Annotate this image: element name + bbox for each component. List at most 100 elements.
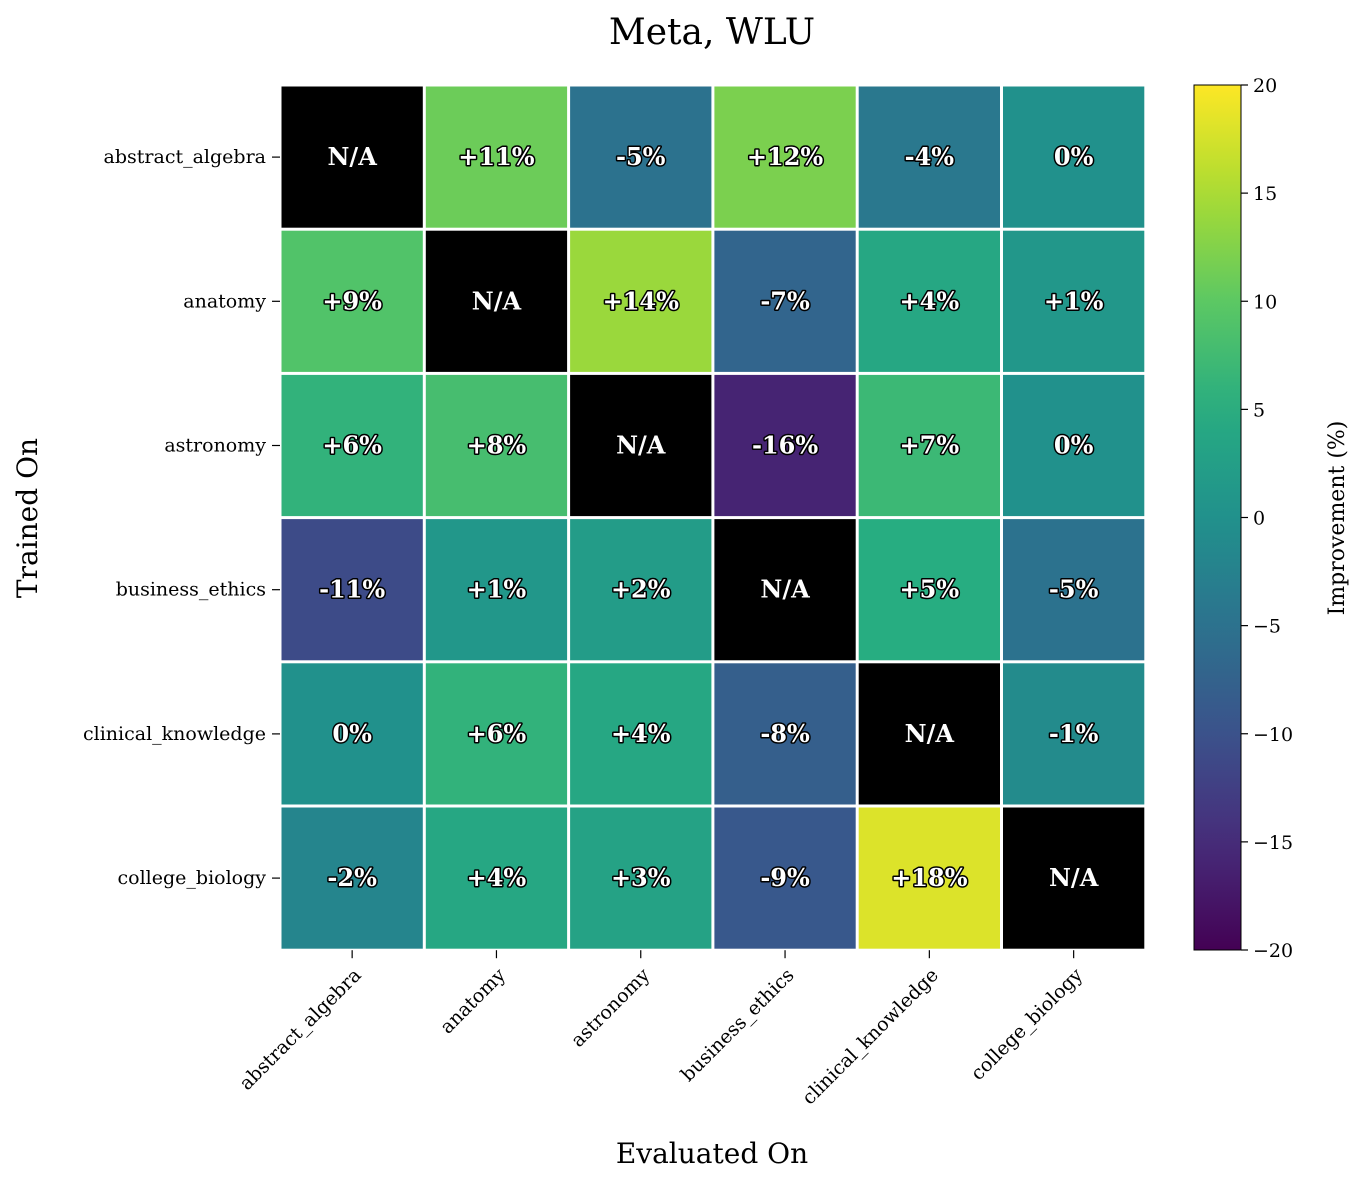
cell-value-label: +5% [900, 575, 960, 604]
heatmap-cell [425, 86, 568, 228]
heatmap-cell [570, 374, 712, 517]
heatmap-cell [570, 807, 712, 949]
colorbar-tick-label: 15 [1253, 183, 1277, 205]
cell-value-label: +3% [611, 863, 671, 892]
heatmap-cell [281, 519, 423, 661]
colorbar-tick-label: −10 [1253, 724, 1293, 746]
cell-value-label: -5% [1049, 575, 1099, 604]
heatmap-cell [425, 519, 568, 661]
colorbar-tick-label: 0 [1253, 508, 1265, 530]
x-tick-label: abstract_algebra [235, 964, 365, 1094]
x-axis-title: Evaluated On [616, 1137, 808, 1170]
y-tick-label: business_ethics [116, 579, 266, 601]
heatmap-cell-labels: N/A +11% -5% +12% -4% 0% +9% N/A +14% -7% +4% +1% +6… [318, 141, 1106, 894]
cell-value-label: -16% [752, 431, 818, 460]
y-tick-label: astronomy [164, 435, 266, 457]
cell-value-label: +6% [467, 719, 527, 748]
heatmap-cell [714, 374, 856, 517]
x-axis-ticks: abstract_algebra anatomy astronomy business… [235, 950, 1087, 1109]
colorbar-gradient [1193, 84, 1242, 951]
heatmap-cell [858, 807, 1000, 949]
heatmap-cell [425, 230, 568, 372]
cell-value-label: +6% [322, 431, 382, 460]
cell-value-label: +4% [900, 286, 960, 315]
cell-value-label: +14% [603, 286, 680, 315]
heatmap-cell [570, 86, 712, 228]
heatmap-cell [858, 374, 1000, 517]
cell-value-label: -1% [1049, 719, 1099, 748]
cell-value-label: 0% [1054, 142, 1094, 171]
cell-value-label: +9% [322, 286, 382, 315]
cell-value-label: +2% [611, 575, 671, 604]
heatmap-cell [281, 807, 423, 949]
cell-value-label: -2% [327, 863, 377, 892]
heatmap-cell [1003, 807, 1145, 949]
y-tick-label: abstract_algebra [104, 146, 266, 168]
heatmap-cell [714, 86, 856, 228]
cell-value-label: +12% [747, 142, 824, 171]
x-tick-label: astronomy [567, 964, 655, 1052]
heatmap-cell [425, 807, 568, 949]
cell-value-label: N/A [327, 142, 377, 171]
heatmap-cell [281, 374, 423, 517]
colorbar-tick-label: −15 [1253, 832, 1293, 854]
heatmap-cell [425, 663, 568, 805]
heatmap-cell [1003, 374, 1145, 517]
x-tick-label: college_biology [967, 964, 1088, 1085]
heatmap-cell [714, 519, 856, 661]
cell-value-label: -8% [760, 719, 810, 748]
x-tick-label: anatomy [436, 964, 510, 1038]
heatmap-cell [714, 663, 856, 805]
colorbar-tick-label: −20 [1253, 940, 1293, 962]
y-tick-label: clinical_knowledge [83, 723, 266, 745]
cell-value-label: -4% [905, 142, 955, 171]
cell-value-label: -7% [760, 286, 810, 315]
heatmap-cell [570, 663, 712, 805]
heatmap-cell [1003, 663, 1145, 805]
heatmap-cell [858, 86, 1000, 228]
heatmap-cell [281, 230, 423, 372]
y-tick-label: college_biology [118, 867, 267, 889]
cell-value-label: 0% [1054, 431, 1094, 460]
cell-value-label: N/A [760, 575, 810, 604]
y-axis-title: Trained On [11, 438, 44, 598]
cell-value-label: +4% [611, 719, 671, 748]
cell-value-label: +4% [467, 863, 527, 892]
x-tick-label: business_ethics [677, 964, 799, 1086]
cell-value-label: +18% [891, 863, 968, 892]
cell-value-label: N/A [472, 286, 522, 315]
colorbar-tick-label: 10 [1253, 291, 1277, 313]
cell-value-label: N/A [1049, 863, 1099, 892]
cell-value-label: -11% [319, 575, 385, 604]
colorbar-title: Improvement (%) [1325, 421, 1350, 616]
x-tick-label: clinical_knowledge [798, 964, 943, 1109]
colorbar-tick-label: 20 [1253, 75, 1277, 97]
cell-value-label: -9% [760, 863, 810, 892]
heatmap-cell [570, 519, 712, 661]
heatmap-cells [281, 86, 1145, 949]
heatmap-cell [858, 663, 1000, 805]
colorbar: 20 15 10 5 0 −5 −10 −15 −20 Improvement (%) [1193, 75, 1350, 962]
heatmap-cell [858, 519, 1000, 661]
cell-value-label: 0% [332, 719, 372, 748]
heatmap-cell [1003, 519, 1145, 661]
cell-value-label: N/A [905, 719, 955, 748]
colorbar-tick-label: 5 [1253, 399, 1265, 421]
colorbar-ticks: 20 15 10 5 0 −5 −10 −15 −20 [1241, 75, 1293, 962]
heatmap-cell [714, 230, 856, 372]
cell-value-label: +1% [1044, 286, 1104, 315]
heatmap-cell [1003, 230, 1145, 372]
y-tick-label: anatomy [183, 290, 266, 312]
heatmap-cell [858, 230, 1000, 372]
cell-value-label: +1% [467, 575, 527, 604]
heatmap-cell [425, 374, 568, 517]
heatmap-cell [281, 86, 423, 228]
cell-value-label: -5% [616, 142, 666, 171]
cell-value-label: +7% [900, 431, 960, 460]
colorbar-tick-label: −5 [1253, 616, 1281, 638]
heatmap-cell [281, 663, 423, 805]
heatmap-cell [714, 807, 856, 949]
heatmap-cell [1003, 86, 1145, 228]
